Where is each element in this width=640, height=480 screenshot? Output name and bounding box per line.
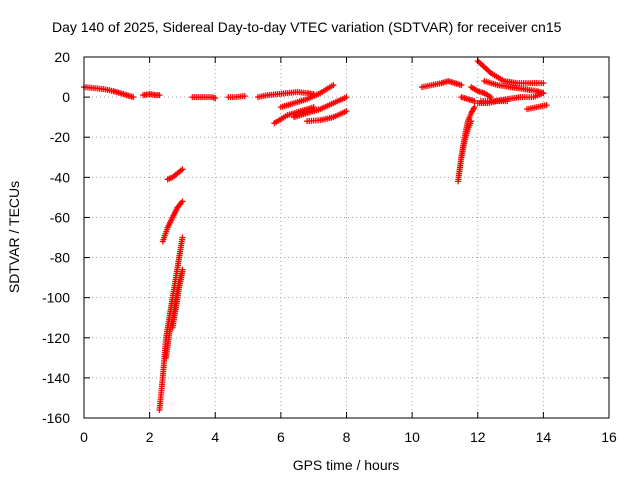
data-point (540, 90, 547, 97)
series-sat-h (271, 104, 317, 127)
x-tick-label: 0 (80, 429, 88, 445)
series-sat-k (164, 166, 186, 183)
series-sat-r (468, 84, 494, 101)
data-point (487, 94, 494, 101)
data-point (179, 166, 186, 173)
data-point (212, 95, 219, 102)
data-point (504, 98, 511, 105)
x-tick-label: 12 (470, 429, 486, 445)
y-tick-label: -20 (50, 129, 70, 145)
y-tick-label: -140 (42, 370, 70, 386)
data-point (179, 268, 186, 275)
series-sat-q (458, 104, 478, 161)
data-point (241, 93, 248, 100)
data-point (130, 94, 137, 101)
series-sat-g (291, 94, 350, 121)
y-tick-label: -160 (42, 410, 70, 426)
data-point (458, 82, 465, 89)
data-point (343, 94, 350, 101)
data-point (471, 104, 478, 111)
chart-title: Day 140 of 2025, Sidereal Day-to-day VTE… (52, 19, 562, 35)
x-tick-label: 16 (601, 429, 617, 445)
data-point (156, 92, 163, 99)
data-point (471, 98, 478, 105)
series-sat-b (140, 91, 163, 99)
data-point (179, 198, 186, 205)
series-sat-f (277, 82, 337, 111)
y-tick-label: -40 (50, 169, 70, 185)
x-tick-label: 6 (277, 429, 285, 445)
x-tick-label: 4 (211, 429, 219, 445)
series-sat-d (225, 93, 248, 101)
y-tick-label: -60 (50, 209, 70, 225)
series-sat-o (418, 78, 465, 91)
series-sat-e (254, 89, 317, 101)
data-point (330, 82, 337, 89)
x-tick-label: 14 (536, 429, 552, 445)
data-layer (81, 58, 550, 413)
x-axis-label: GPS time / hours (293, 457, 400, 473)
y-tick-label: 0 (62, 89, 70, 105)
series-sat-u (458, 94, 478, 105)
data-point (543, 102, 550, 109)
series-sat-n (169, 268, 186, 331)
y-tick-label: -120 (42, 330, 70, 346)
x-tick-label: 8 (343, 429, 351, 445)
y-tick-label: -80 (50, 250, 70, 266)
y-tick-label: 20 (54, 49, 70, 65)
x-tick-label: 10 (404, 429, 420, 445)
y-axis-label: SDTVAR / TECUs (6, 181, 22, 293)
series-sat-x (523, 102, 550, 113)
series-sat-w (474, 98, 511, 107)
series-sat-j (159, 198, 186, 245)
series-sat-i (304, 108, 350, 125)
series-sat-s (474, 58, 547, 87)
data-point (179, 234, 186, 241)
tick-layer: 0 2 4 6 8 10 12 14 16 20 0 -20 -40 -60 -80 -100 -120 -140… (42, 49, 617, 445)
series-sat-c (189, 94, 219, 102)
y-tick-label: -100 (42, 290, 70, 306)
series-sat-a (81, 84, 137, 101)
x-tick-label: 2 (146, 429, 154, 445)
data-point (540, 80, 547, 87)
data-point (310, 104, 317, 111)
data-point (343, 108, 350, 115)
